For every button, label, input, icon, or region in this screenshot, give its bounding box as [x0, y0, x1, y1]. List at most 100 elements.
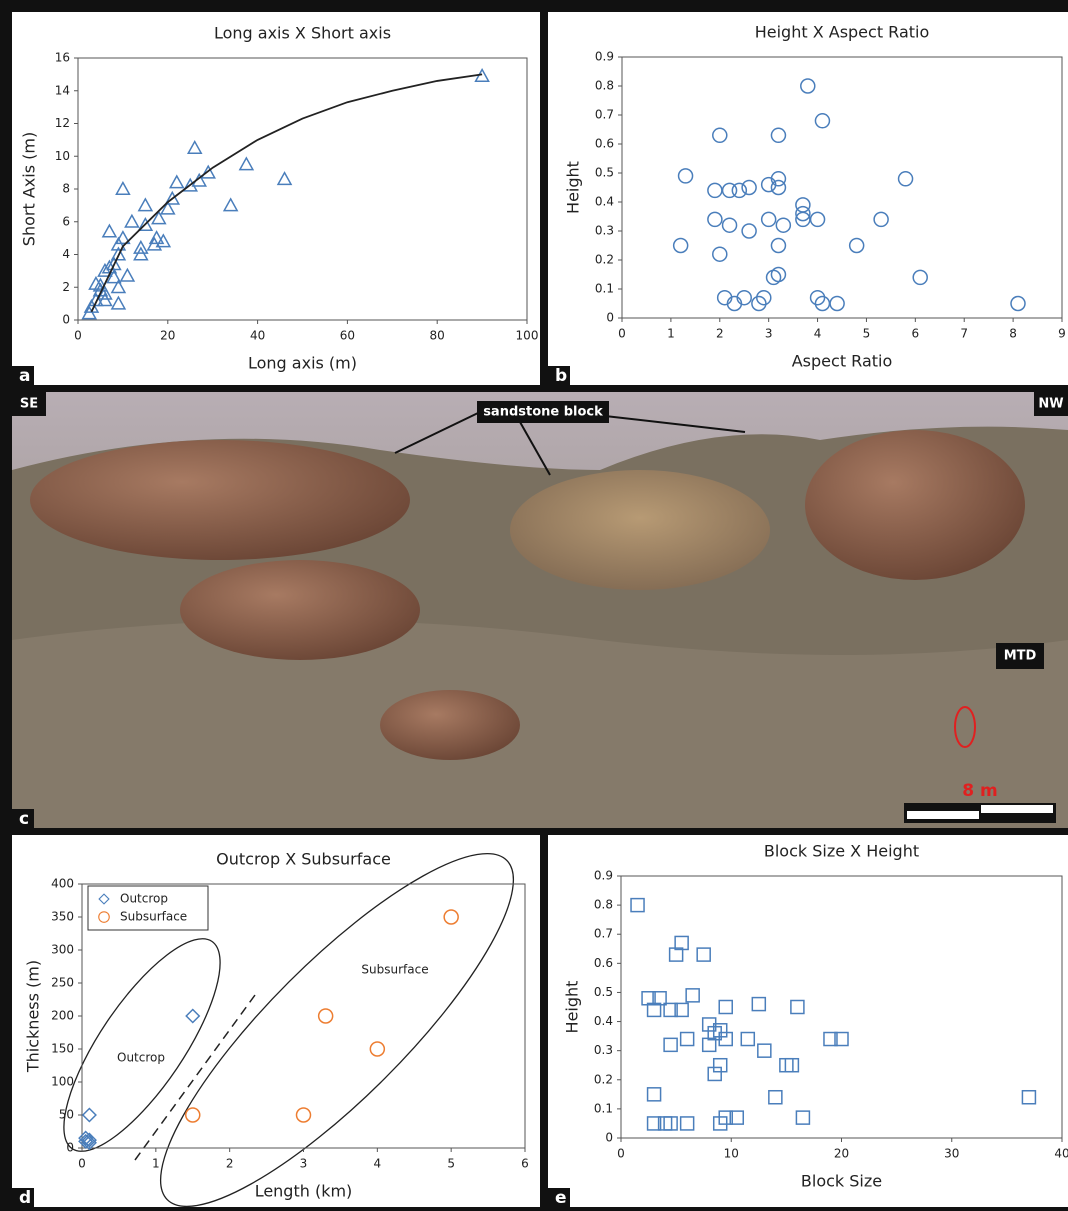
- marker: [663, 1002, 678, 1018]
- marker: [160, 200, 176, 215]
- x-tick-label: 60: [340, 329, 355, 343]
- chart-title: Block Size X Height: [764, 842, 919, 861]
- x-tick-label: 10: [724, 1147, 739, 1161]
- marker: [674, 935, 689, 951]
- y-tick-label: 150: [51, 1042, 74, 1056]
- marker: [679, 1031, 695, 1047]
- rock: [30, 440, 410, 560]
- y-tick-label: 8: [62, 182, 70, 196]
- marker: [115, 230, 131, 245]
- slope: [12, 620, 1068, 828]
- x-tick-label: 0: [74, 329, 82, 343]
- x-tick-label: 0: [617, 1147, 625, 1161]
- marker: [721, 217, 738, 233]
- y-tick-label: 4: [62, 247, 70, 261]
- marker: [809, 211, 826, 228]
- annotation: Subsurface: [361, 963, 428, 977]
- arrow: [604, 415, 746, 433]
- marker: [770, 127, 787, 144]
- x-tick-label: 6: [521, 1157, 529, 1171]
- y-tick-label: 14: [55, 83, 70, 97]
- marker: [1010, 295, 1026, 312]
- marker: [834, 1031, 849, 1047]
- x-axis-label: Block Size: [801, 1172, 882, 1191]
- marker: [169, 174, 185, 189]
- marker: [124, 213, 140, 228]
- marker: [751, 996, 767, 1012]
- x-tick-label: 5: [863, 327, 871, 341]
- marker: [696, 947, 711, 962]
- x-tick-label: 40: [1054, 1147, 1068, 1161]
- marker: [757, 1043, 772, 1058]
- marker: [97, 285, 113, 300]
- marker: [823, 1031, 838, 1047]
- marker: [110, 295, 127, 310]
- marker: [630, 897, 645, 913]
- marker: [814, 113, 831, 129]
- marker: [848, 237, 865, 254]
- marker: [712, 1023, 728, 1038]
- y-tick-label: 250: [51, 976, 74, 990]
- marker: [200, 164, 216, 179]
- y-tick-label: 0.8: [595, 79, 614, 93]
- marker: [674, 1002, 689, 1018]
- marker: [718, 1031, 733, 1047]
- y-tick-label: 0.7: [594, 927, 613, 941]
- rock: [380, 690, 520, 760]
- y-tick-label: 0.3: [595, 224, 614, 238]
- marker: [679, 1116, 695, 1131]
- marker: [672, 237, 689, 254]
- marker: [295, 1107, 312, 1123]
- marker: [369, 1041, 386, 1057]
- marker: [185, 1107, 201, 1123]
- marker: [81, 1107, 97, 1123]
- y-tick-label: 0.9: [594, 869, 613, 883]
- arrow: [394, 412, 479, 454]
- marker: [770, 237, 787, 254]
- marker: [712, 246, 728, 262]
- marker: [88, 292, 104, 307]
- marker: [712, 1057, 728, 1073]
- marker: [770, 266, 787, 283]
- marker: [646, 1116, 662, 1131]
- rock: [510, 470, 770, 590]
- panel-label-box: [12, 366, 34, 386]
- y-tick-label: 200: [51, 1009, 74, 1023]
- y-tick-label: 10: [55, 149, 70, 163]
- marker: [133, 239, 149, 254]
- highlight: [954, 706, 976, 748]
- y-tick-label: 0: [605, 1131, 613, 1145]
- y-tick-label: 0.9: [595, 50, 614, 64]
- x-axis-label: Length (km): [255, 1182, 353, 1201]
- panel-label: a: [19, 366, 30, 386]
- panel: [548, 835, 1068, 1207]
- marker: [646, 1002, 662, 1018]
- x-tick-label: 8: [1009, 327, 1017, 341]
- panel: [12, 12, 540, 385]
- marker: [756, 289, 772, 306]
- marker: [186, 140, 203, 155]
- y-tick-label: 16: [55, 51, 70, 65]
- x-tick-label: 9: [1058, 327, 1066, 341]
- marker: [97, 262, 113, 277]
- marker: [770, 179, 787, 196]
- marker: [721, 182, 738, 199]
- marker: [912, 269, 928, 286]
- tag-box: [477, 401, 609, 423]
- y-tick-label: 12: [55, 116, 70, 130]
- legend-label: Subsurface: [120, 910, 187, 924]
- marker: [741, 223, 757, 239]
- marker: [151, 210, 167, 225]
- y-tick-label: 0.4: [594, 1014, 613, 1028]
- marker: [775, 217, 792, 233]
- trendline: [90, 73, 483, 313]
- panel-label: c: [19, 809, 29, 829]
- marker: [182, 177, 199, 192]
- scale-bar: [981, 805, 1053, 813]
- marker: [317, 1008, 334, 1024]
- marker: [652, 991, 667, 1006]
- x-tick-label: 6: [912, 327, 920, 341]
- scale-label: 8 m: [962, 781, 997, 801]
- marker: [677, 168, 694, 184]
